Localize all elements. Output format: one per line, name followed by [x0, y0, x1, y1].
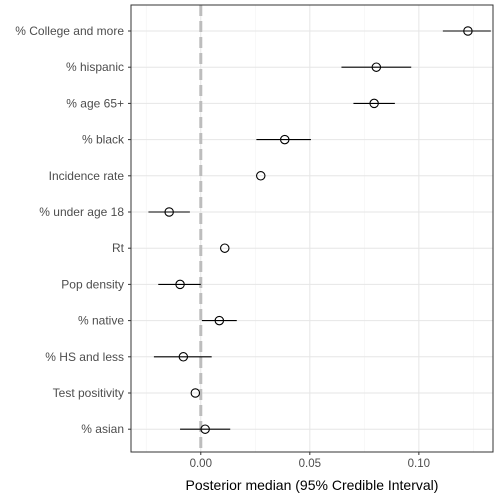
median-point: [369, 98, 379, 109]
median-point: [175, 279, 185, 290]
y-tick-label: Pop density: [61, 277, 124, 291]
plot-panel: [131, 5, 493, 452]
panel-border-rect: [130, 4, 494, 453]
panel-border: [130, 4, 494, 453]
y-tick-label: % under age 18: [39, 205, 124, 219]
y-tick-label: Incidence rate: [49, 169, 125, 183]
median-point: [164, 207, 174, 217]
y-axis: % College and more % hispanic % age 65+ % b…: [15, 24, 131, 436]
y-tick-label: % HS and less: [45, 350, 124, 364]
y-tick-label: % asian: [81, 422, 124, 436]
y-tick-label: % black: [82, 133, 125, 147]
grid: [131, 5, 493, 452]
y-tick-label: % hispanic: [66, 60, 124, 74]
median-point: [463, 26, 473, 36]
y-tick-label: Test positivity: [53, 386, 124, 400]
estimates: [148, 26, 491, 434]
median-point: [190, 388, 201, 398]
x-tick-label: 0.05: [299, 458, 321, 470]
y-tick-label: % native: [78, 314, 124, 328]
median-point: [371, 62, 382, 72]
median-point: [214, 315, 225, 326]
x-axis-title: Posterior median (95% Credible Interval): [186, 477, 439, 493]
x-tick-label: 0.10: [408, 458, 430, 470]
y-tick-label: Rt: [112, 241, 125, 255]
median-point: [200, 424, 210, 434]
median-point: [220, 243, 230, 253]
y-tick-label: % age 65+: [66, 96, 124, 110]
median-point: [256, 171, 266, 181]
median-point: [178, 352, 189, 362]
y-tick-label: % College and more: [15, 24, 124, 38]
median-point: [279, 134, 290, 145]
x-axis: 0.00 0.05 0.10: [190, 452, 430, 470]
x-tick-label: 0.00: [190, 458, 212, 470]
